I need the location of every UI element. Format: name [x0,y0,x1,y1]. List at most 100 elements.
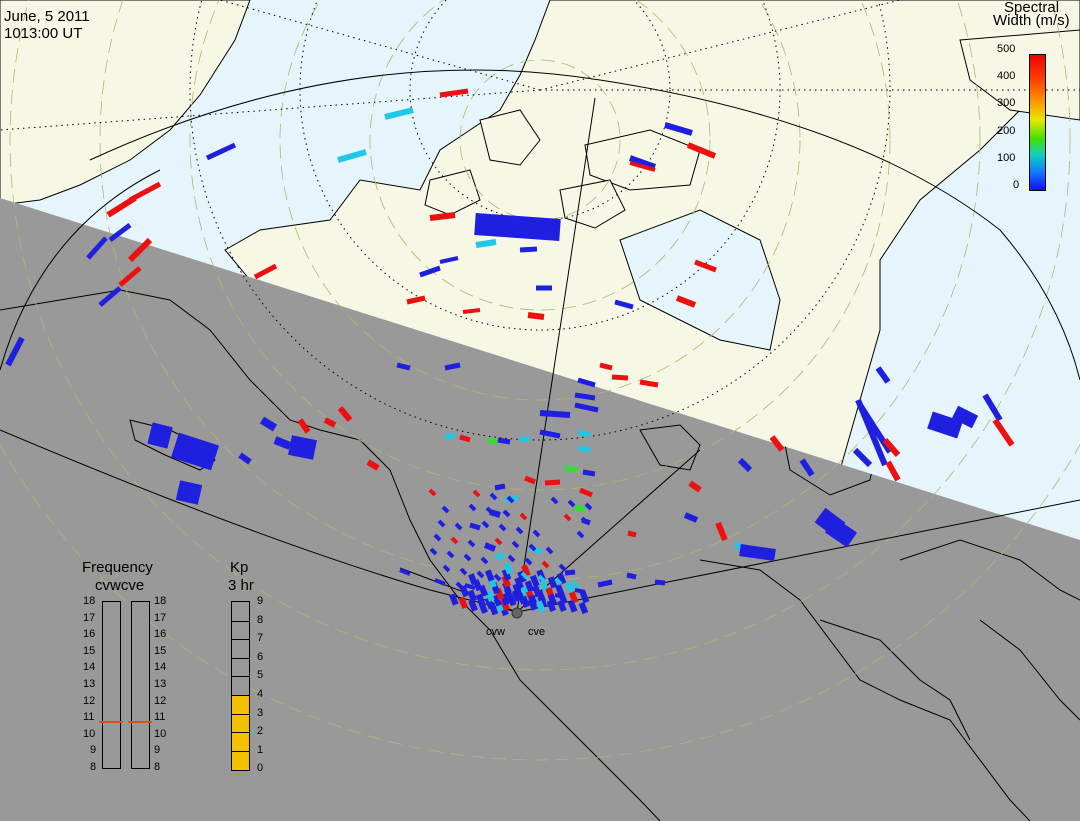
scatter-echo [429,547,438,556]
near-range-echo [558,592,568,605]
near-range-echo [512,583,522,596]
echo-segment [483,542,497,552]
echo-segment [599,362,613,371]
magnetic-grid [0,0,1080,441]
echo-segment [524,475,536,485]
echo-segment [686,142,717,159]
near-range-echo [503,562,513,575]
scatter-echo [428,488,437,497]
echo-segment [459,434,471,443]
frequency-tick-left: 18 [83,595,96,607]
kp-tick: 0 [257,762,264,775]
scatter-echo [459,567,468,576]
kp-tick: 1 [257,743,264,756]
frequency-tick-right: 18 [154,595,167,607]
echo-segment [419,265,441,278]
kp-tick: 9 [257,595,264,607]
frequency-bar-cve [131,601,150,769]
near-range-echo [557,599,567,613]
scatter-echo [507,554,516,563]
echo-segment [108,223,132,242]
near-range-echo [539,580,550,593]
echo-segment [664,122,693,136]
frequency-tick-right: 10 [154,727,167,740]
frequency-tick-right: 11 [154,711,166,724]
frequency-tick-left: 16 [83,628,96,641]
scatter-echo [446,550,455,559]
kp-tick: 8 [257,613,264,626]
colorbar [1029,54,1046,191]
frequency-title: Frequency [82,559,153,576]
echo-segment [875,366,891,384]
scatter-echo [450,536,459,545]
echo-segment [128,181,162,203]
echo-segment [574,588,586,594]
radar-label-cve: cve [528,626,546,638]
echo-segment [366,459,380,471]
echo-segment [675,295,697,308]
echo-segment [577,445,591,453]
echo-segment [564,465,579,473]
near-range-echo [514,576,524,590]
kp-grid-line [232,676,249,678]
near-range-echo [524,580,535,593]
near-range-echo [547,593,558,606]
scatter-echo [441,505,450,514]
kp-tick: 6 [257,650,264,663]
scatter-echo [511,540,520,549]
kp-grid-line [232,750,249,752]
scatter-echo [554,577,563,586]
kp-grid-line [232,620,249,622]
echo-segment [464,583,476,590]
colorbar-tick: 100 [997,151,1016,164]
scatter-echo [489,492,498,501]
echo-segment [98,286,122,307]
echo-segment [544,479,561,486]
echo-segment [579,487,593,498]
scatter-echo [437,519,446,528]
scatter-echo [433,533,442,542]
radar-label-cvw: cvw [486,626,505,638]
frequency-tick-right: 17 [154,611,167,624]
scatter-echo [571,580,580,589]
echo-segment [611,374,629,381]
scatter-echo [502,509,511,518]
scatter-echo [463,553,472,562]
near-range-echo [568,591,579,604]
echo-segment [769,435,785,452]
frequency-tick-right: 16 [154,628,167,641]
scatter-echo [480,556,489,565]
frequency-tick-right: 13 [154,678,167,690]
echo-segment [574,392,596,401]
echo-segment [127,237,153,263]
echo-segment [118,266,142,287]
echo-segment [439,256,459,264]
echo-segment [951,405,979,429]
echo-segment [597,579,613,588]
kp-tick: 4 [257,688,264,700]
frequency-tick-left: 8 [90,761,97,773]
echo-segment [497,437,511,445]
near-range-echo [547,576,558,589]
echo-segment [175,480,203,505]
frequency-tick-left: 12 [83,694,96,707]
echo-segment [852,447,873,468]
nightside-coastlines [0,289,1080,821]
scatter-echo [537,574,546,583]
echo-segment [439,88,469,98]
kp-tick: 3 [257,706,264,719]
kp-tick: 7 [257,632,264,645]
near-range-echo [520,595,530,608]
near-range-echo [475,593,486,606]
near-range-echo [521,564,531,577]
echo-segment [86,236,108,260]
scatter-echo [493,573,502,582]
scatter-data [5,88,1015,617]
near-range-echo [579,591,590,604]
echo-segment [297,418,311,434]
echo-segment [582,469,596,477]
echo-segment [539,429,561,439]
near-range-echo [459,584,470,598]
frequency-tick-left: 10 [83,727,96,740]
near-range-echo [501,568,512,581]
